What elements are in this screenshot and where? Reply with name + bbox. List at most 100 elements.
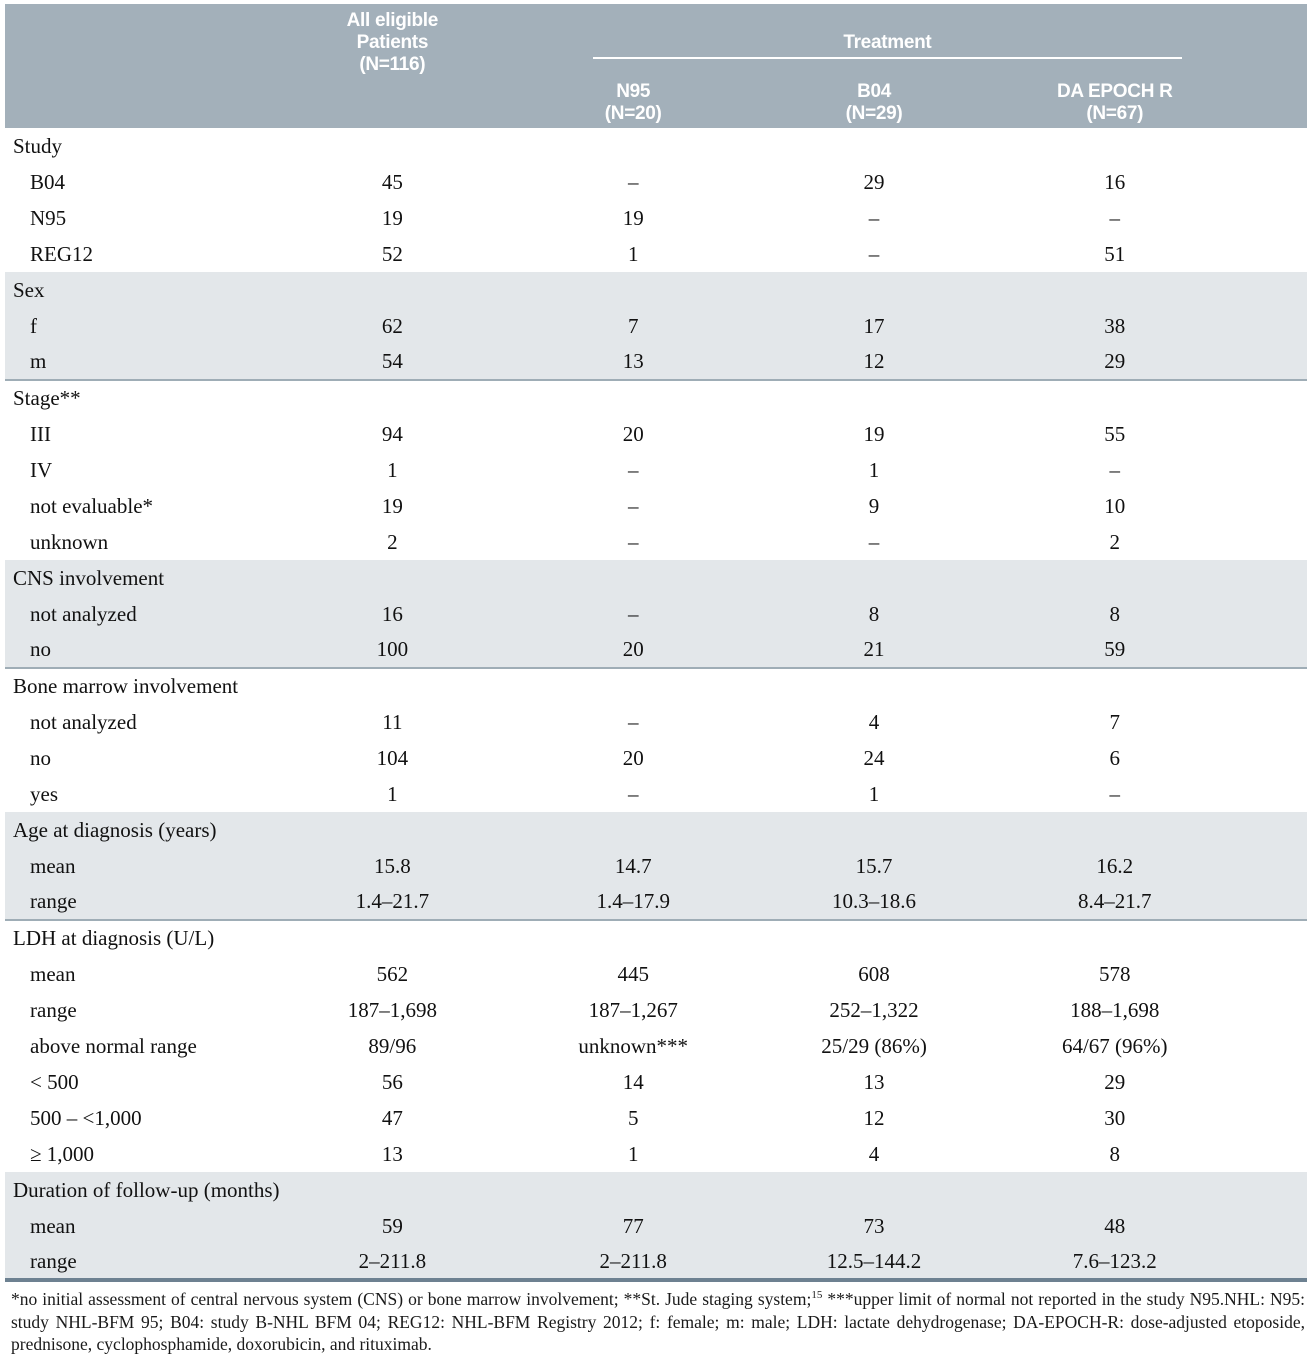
cell-value: 1	[627, 1141, 639, 1166]
cell-value: 56	[381, 1069, 403, 1094]
table-row: not evaluable* 19 – 9 10	[5, 488, 1307, 524]
header-empty-cell	[5, 4, 272, 128]
cell-value: 1	[868, 457, 880, 482]
cell-value: –	[627, 457, 639, 482]
cell-value: 8	[1109, 1141, 1120, 1166]
cell-value: 1.4–21.7	[271, 884, 513, 921]
cell-value: 19	[381, 205, 403, 230]
row-label: < 500	[30, 1069, 79, 1094]
row-label: no	[30, 745, 51, 770]
cell-value: 6	[1109, 745, 1120, 770]
header-treatment-group: Treatment	[512, 4, 1307, 81]
section-title-row: Age at diagnosis (years)	[5, 812, 1307, 848]
cell-value: 5	[627, 1105, 639, 1130]
cell-value: 12	[753, 344, 995, 381]
table-row: III 94 20 19 55	[5, 416, 1307, 452]
section-title: Age at diagnosis (years)	[5, 812, 1307, 848]
header-b04: B04 (N=29)	[753, 81, 995, 128]
cell-value: –	[627, 169, 639, 194]
cell-value: –	[868, 205, 880, 230]
cell-value: 54	[271, 344, 513, 381]
cell-value: 19	[622, 205, 644, 230]
section-title: Duration of follow-up (months)	[5, 1172, 1307, 1208]
cell-value: 51	[1104, 241, 1126, 266]
cell-value: 55	[1104, 421, 1126, 446]
row-label: range	[5, 1244, 272, 1282]
cell-value: 16	[1104, 169, 1126, 194]
table-row: not analyzed 16–8 8	[5, 596, 1307, 632]
cell-value: 24	[863, 745, 885, 770]
cell-value: 4	[868, 709, 880, 734]
row-label: not analyzed	[30, 709, 137, 734]
cell-value: 7.6–123.2	[994, 1244, 1307, 1282]
cell-value: 59	[994, 632, 1307, 669]
cell-value: 562	[376, 961, 409, 986]
cell-value: 47	[381, 1105, 403, 1130]
cell-value: 578	[1098, 961, 1131, 986]
section-title-row: Sex	[5, 272, 1307, 308]
cell-value: 89/96	[368, 1033, 417, 1058]
patient-characteristics-table-wrap: All eligible Patients (N=116) Treatment …	[5, 4, 1307, 1356]
cell-value: 59	[271, 1208, 513, 1244]
cell-value: unknown***	[578, 1033, 689, 1058]
section-title: Sex	[5, 272, 1307, 308]
table-row: above normal range 89/96 unknown*** 25/29 (…	[5, 1028, 1307, 1064]
cell-value: 12	[863, 1105, 885, 1130]
cell-value: 7	[512, 308, 754, 344]
patient-characteristics-table: All eligible Patients (N=116) Treatment …	[5, 4, 1307, 1282]
cell-value: 8.4–21.7	[994, 884, 1307, 921]
section-title: LDH at diagnosis (U/L)	[13, 926, 215, 950]
cell-value: 20	[622, 745, 644, 770]
cell-value: 187–1,267	[588, 997, 678, 1022]
table-row: mean 59 77 73 48	[5, 1208, 1307, 1244]
cell-value: 10.3–18.6	[753, 884, 995, 921]
cell-value: 21	[753, 632, 995, 669]
cell-value: 1	[387, 457, 398, 482]
row-label: unknown	[30, 529, 109, 554]
cell-value: 48	[994, 1208, 1307, 1244]
table-row: no 104 20 24 6	[5, 740, 1307, 776]
table-row: B04 45 – 29 16	[5, 164, 1307, 200]
cell-value: 187–1,698	[347, 997, 437, 1022]
cell-value: –	[627, 781, 639, 806]
table-row: range 2–211.8 2–211.8 12.5–144.2 7.6–123.2	[5, 1244, 1307, 1282]
row-label: N95	[30, 205, 67, 230]
cell-value: 2	[1109, 529, 1120, 554]
cell-value: 20	[512, 632, 754, 669]
cell-value: –	[1109, 205, 1120, 230]
cell-value: –	[868, 529, 880, 554]
cell-value: –	[627, 529, 639, 554]
cell-value: 20	[622, 421, 644, 446]
cell-value: 1.4–17.9	[512, 884, 754, 921]
cell-value: 100	[271, 632, 513, 669]
row-label: mean	[5, 848, 272, 884]
row-label: 500 – <1,000	[30, 1105, 142, 1130]
section-title: Stage**	[13, 386, 81, 410]
cell-value: 8	[753, 596, 995, 632]
table-row: mean 562 445 608 578	[5, 956, 1307, 992]
table-row: no 100 20 21 59	[5, 632, 1307, 669]
cell-value: 29	[1104, 1069, 1126, 1094]
header-da-epoch-r: DA EPOCH R (N=67)	[994, 81, 1307, 128]
cell-value: 29	[994, 344, 1307, 381]
cell-value: 17	[753, 308, 995, 344]
cell-value: 252–1,322	[829, 997, 919, 1022]
cell-value: 1	[387, 781, 398, 806]
footnote-text: *no initial assessment of central nervou…	[11, 1289, 812, 1309]
row-label: range	[30, 997, 77, 1022]
cell-value: 1	[627, 241, 639, 266]
header-row-treatments: N95 (N=20) B04 (N=29) DA EPOCH R (N=67)	[5, 81, 1307, 128]
cell-value: 13	[381, 1141, 403, 1166]
header-treatment-label: Treatment	[592, 32, 1182, 59]
section-title: Bone marrow involvement	[13, 674, 239, 698]
cell-value: 14.7	[512, 848, 754, 884]
cell-value: 445	[617, 961, 649, 986]
table-row: mean 15.8 14.7 15.7 16.2	[5, 848, 1307, 884]
header-row-group: All eligible Patients (N=116) Treatment	[5, 4, 1307, 128]
cell-value: 8	[994, 596, 1307, 632]
cell-value: 25/29 (86%)	[821, 1033, 927, 1058]
table-row: not analyzed 11 – 4 7	[5, 704, 1307, 740]
cell-value: 64/67 (96%)	[1061, 1033, 1168, 1058]
cell-value: 13	[512, 344, 754, 381]
cell-value: 45	[381, 169, 403, 194]
